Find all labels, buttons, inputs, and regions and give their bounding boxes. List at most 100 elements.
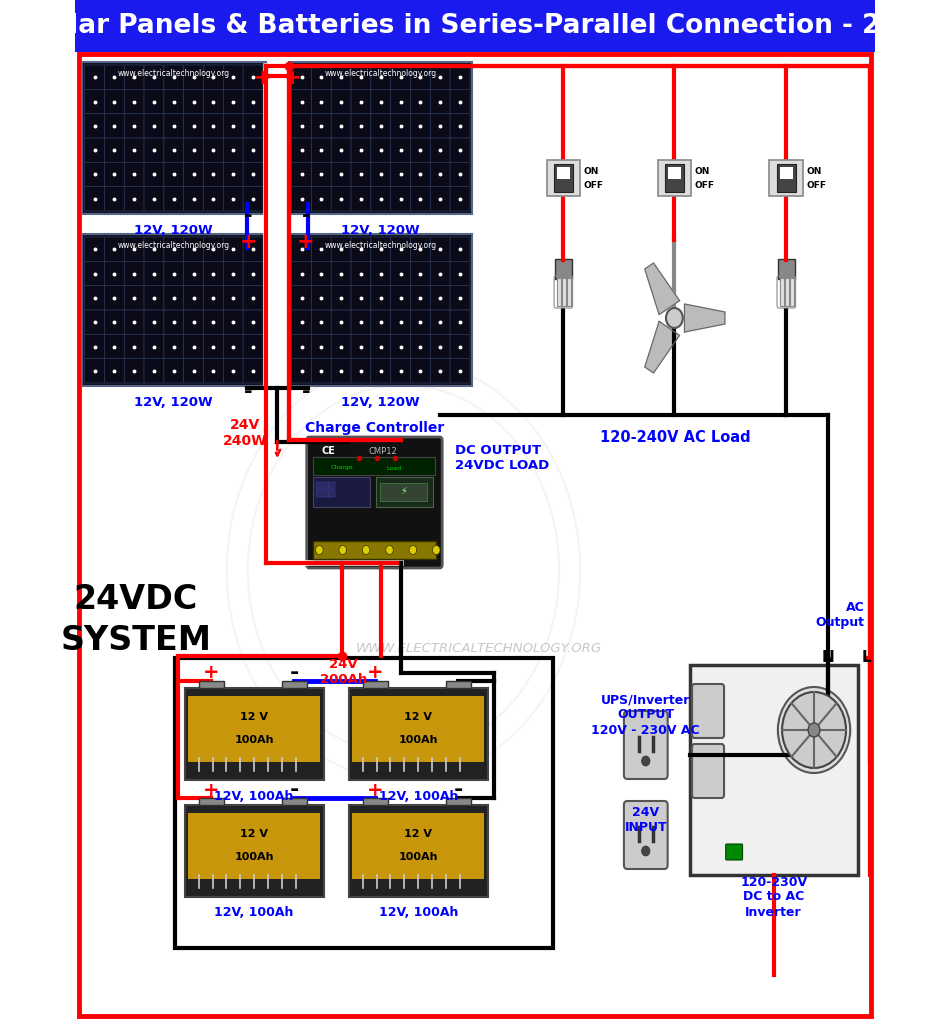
FancyBboxPatch shape <box>104 138 124 163</box>
FancyBboxPatch shape <box>349 805 487 897</box>
FancyBboxPatch shape <box>352 334 370 358</box>
FancyBboxPatch shape <box>376 477 432 507</box>
FancyBboxPatch shape <box>199 681 223 688</box>
FancyBboxPatch shape <box>410 334 430 358</box>
FancyBboxPatch shape <box>104 114 124 138</box>
Text: +: + <box>367 664 384 683</box>
FancyBboxPatch shape <box>223 334 243 358</box>
FancyBboxPatch shape <box>223 186 243 211</box>
FancyBboxPatch shape <box>450 186 470 211</box>
Text: 100Ah: 100Ah <box>398 734 438 744</box>
FancyBboxPatch shape <box>203 358 223 383</box>
FancyBboxPatch shape <box>390 286 410 310</box>
Text: Charge Controller: Charge Controller <box>305 421 444 435</box>
Text: N: N <box>822 650 835 666</box>
Text: -: - <box>244 382 253 402</box>
Circle shape <box>778 687 850 773</box>
FancyBboxPatch shape <box>726 844 743 860</box>
FancyBboxPatch shape <box>410 237 430 261</box>
FancyBboxPatch shape <box>183 138 203 163</box>
FancyBboxPatch shape <box>183 186 203 211</box>
FancyBboxPatch shape <box>312 89 332 114</box>
FancyBboxPatch shape <box>352 813 484 880</box>
FancyBboxPatch shape <box>292 261 312 286</box>
FancyBboxPatch shape <box>183 89 203 114</box>
FancyBboxPatch shape <box>292 89 312 114</box>
FancyBboxPatch shape <box>370 334 390 358</box>
Text: -: - <box>244 206 253 226</box>
FancyBboxPatch shape <box>312 163 332 186</box>
Text: 12 V: 12 V <box>240 713 268 723</box>
FancyBboxPatch shape <box>312 261 332 286</box>
FancyBboxPatch shape <box>203 186 223 211</box>
FancyBboxPatch shape <box>316 490 322 497</box>
FancyBboxPatch shape <box>789 278 794 306</box>
FancyBboxPatch shape <box>243 65 263 89</box>
Text: +: + <box>203 780 219 800</box>
FancyBboxPatch shape <box>144 286 164 310</box>
FancyBboxPatch shape <box>243 138 263 163</box>
FancyBboxPatch shape <box>243 89 263 114</box>
FancyBboxPatch shape <box>184 805 324 897</box>
FancyBboxPatch shape <box>332 286 352 310</box>
Circle shape <box>808 723 820 737</box>
FancyBboxPatch shape <box>410 114 430 138</box>
Text: AC
Output: AC Output <box>815 601 865 629</box>
FancyBboxPatch shape <box>352 358 370 383</box>
FancyBboxPatch shape <box>370 261 390 286</box>
FancyBboxPatch shape <box>430 138 450 163</box>
Text: 24V
240W: 24V 240W <box>223 418 268 449</box>
FancyBboxPatch shape <box>164 334 183 358</box>
FancyBboxPatch shape <box>223 261 243 286</box>
Text: 12V, 100Ah: 12V, 100Ah <box>378 906 458 920</box>
FancyBboxPatch shape <box>390 89 410 114</box>
FancyBboxPatch shape <box>104 286 124 310</box>
FancyBboxPatch shape <box>144 114 164 138</box>
Text: www.electricaltechnology.org: www.electricaltechnology.org <box>118 69 230 78</box>
FancyBboxPatch shape <box>352 237 370 261</box>
FancyBboxPatch shape <box>430 186 450 211</box>
Circle shape <box>315 546 323 555</box>
Text: ON: ON <box>694 168 710 176</box>
FancyBboxPatch shape <box>692 684 724 738</box>
Text: 24V
INPUT: 24V INPUT <box>624 806 667 834</box>
FancyBboxPatch shape <box>450 334 470 358</box>
FancyBboxPatch shape <box>554 164 573 193</box>
FancyBboxPatch shape <box>144 237 164 261</box>
FancyBboxPatch shape <box>85 334 104 358</box>
FancyBboxPatch shape <box>243 114 263 138</box>
Circle shape <box>386 546 393 555</box>
FancyBboxPatch shape <box>223 286 243 310</box>
FancyBboxPatch shape <box>243 310 263 334</box>
FancyBboxPatch shape <box>690 665 858 874</box>
FancyBboxPatch shape <box>289 234 472 386</box>
FancyBboxPatch shape <box>144 186 164 211</box>
Text: 12V, 120W: 12V, 120W <box>341 223 420 237</box>
FancyBboxPatch shape <box>183 114 203 138</box>
FancyBboxPatch shape <box>124 114 144 138</box>
FancyBboxPatch shape <box>124 65 144 89</box>
FancyBboxPatch shape <box>104 358 124 383</box>
FancyBboxPatch shape <box>777 164 795 193</box>
FancyBboxPatch shape <box>430 261 450 286</box>
FancyBboxPatch shape <box>164 114 183 138</box>
Text: 12V, 120W: 12V, 120W <box>135 223 213 237</box>
FancyBboxPatch shape <box>243 286 263 310</box>
FancyBboxPatch shape <box>223 310 243 334</box>
FancyBboxPatch shape <box>85 286 104 310</box>
Text: WWW.ELECTRICALTECHNOLOGY.ORG: WWW.ELECTRICALTECHNOLOGY.ORG <box>356 641 602 654</box>
FancyBboxPatch shape <box>203 163 223 186</box>
FancyBboxPatch shape <box>332 334 352 358</box>
Polygon shape <box>685 304 725 332</box>
Circle shape <box>641 846 650 856</box>
FancyBboxPatch shape <box>410 138 430 163</box>
FancyBboxPatch shape <box>430 286 450 310</box>
FancyBboxPatch shape <box>312 138 332 163</box>
FancyBboxPatch shape <box>183 358 203 383</box>
FancyBboxPatch shape <box>370 358 390 383</box>
Text: Charge: Charge <box>331 466 353 470</box>
Text: 12V, 100Ah: 12V, 100Ah <box>378 790 458 803</box>
FancyBboxPatch shape <box>352 696 484 762</box>
Text: 12 V: 12 V <box>240 829 268 840</box>
FancyBboxPatch shape <box>292 334 312 358</box>
